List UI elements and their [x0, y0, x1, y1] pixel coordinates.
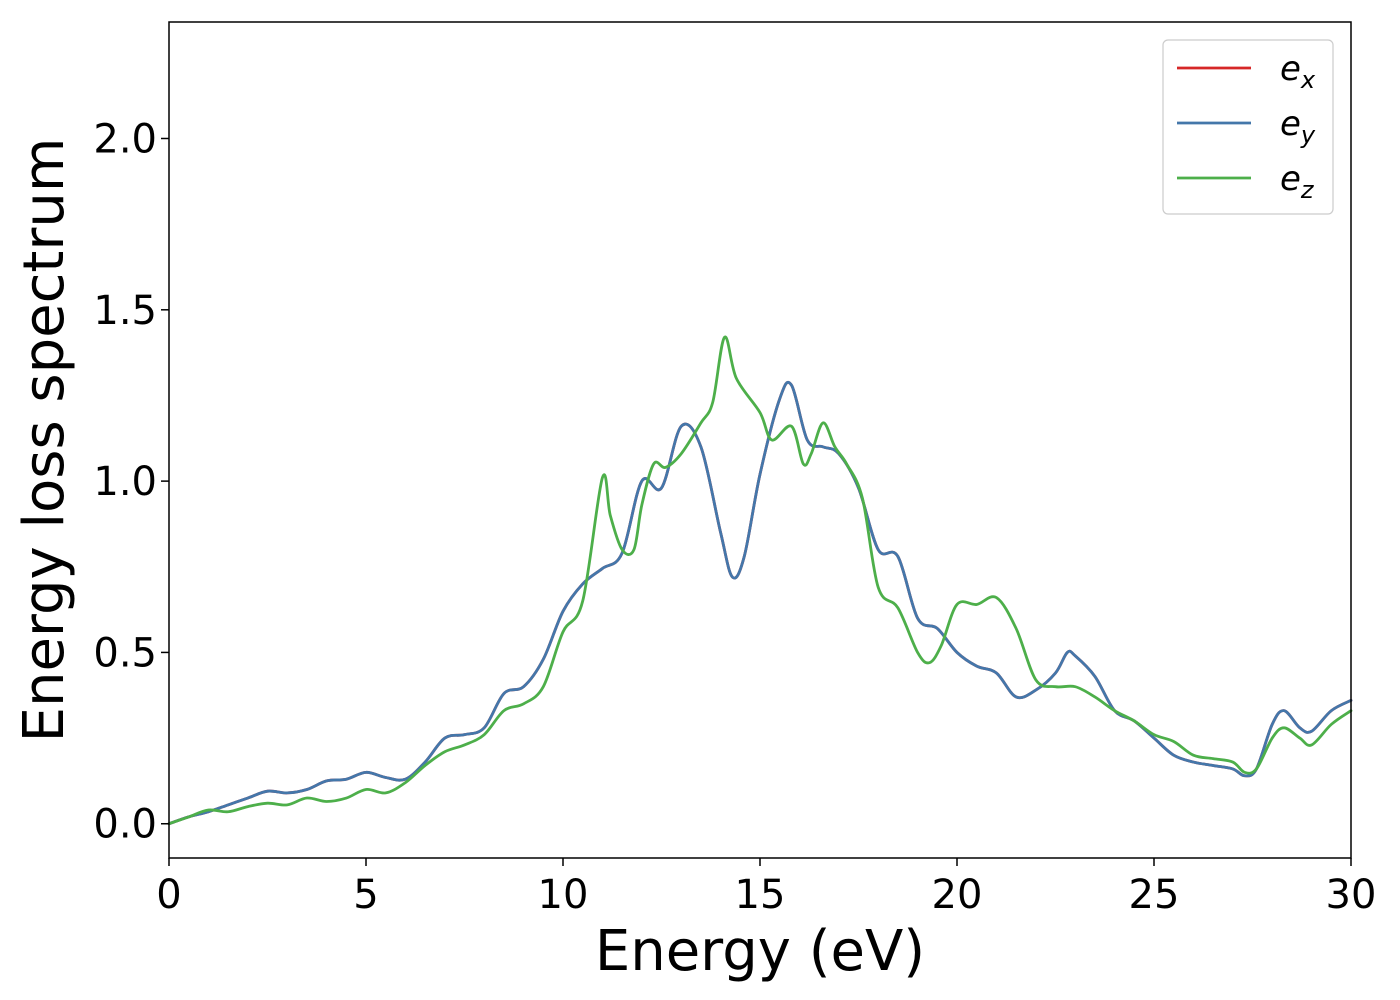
x-axis: 0 5 10 15 20 25 30	[156, 858, 1376, 918]
y-tick-label: 1.0	[93, 459, 157, 505]
series-layer	[167, 335, 1353, 826]
legend-label-e_y: ey	[1280, 104, 1316, 149]
y-tick-label: 0.0	[93, 802, 157, 848]
y-tick-label: 2.0	[93, 116, 157, 162]
legend-subscript: y	[1300, 121, 1316, 149]
x-tick-label: 15	[735, 872, 786, 918]
y-tick-label: 0.5	[93, 630, 157, 676]
y-axis-title: Energy loss spectrum	[12, 138, 77, 743]
x-tick-label: 0	[156, 872, 181, 918]
series-line-e_z	[167, 335, 1353, 826]
legend-subscript: z	[1300, 176, 1315, 204]
x-tick-label: 20	[932, 872, 983, 918]
x-tick-label: 10	[538, 872, 589, 918]
legend-subscript: x	[1300, 66, 1316, 94]
x-tick-label: 5	[353, 872, 378, 918]
legend-label-e_x: ex	[1280, 49, 1316, 94]
y-axis: 0.0 0.5 1.0 1.5 2.0	[93, 116, 169, 848]
series-line-e_y	[167, 380, 1353, 826]
x-tick-label: 30	[1326, 872, 1377, 918]
legend-box	[1162, 39, 1334, 215]
x-tick-label: 25	[1129, 872, 1180, 918]
x-axis-title: Energy (eV)	[595, 919, 925, 984]
y-tick-label: 1.5	[93, 288, 157, 334]
